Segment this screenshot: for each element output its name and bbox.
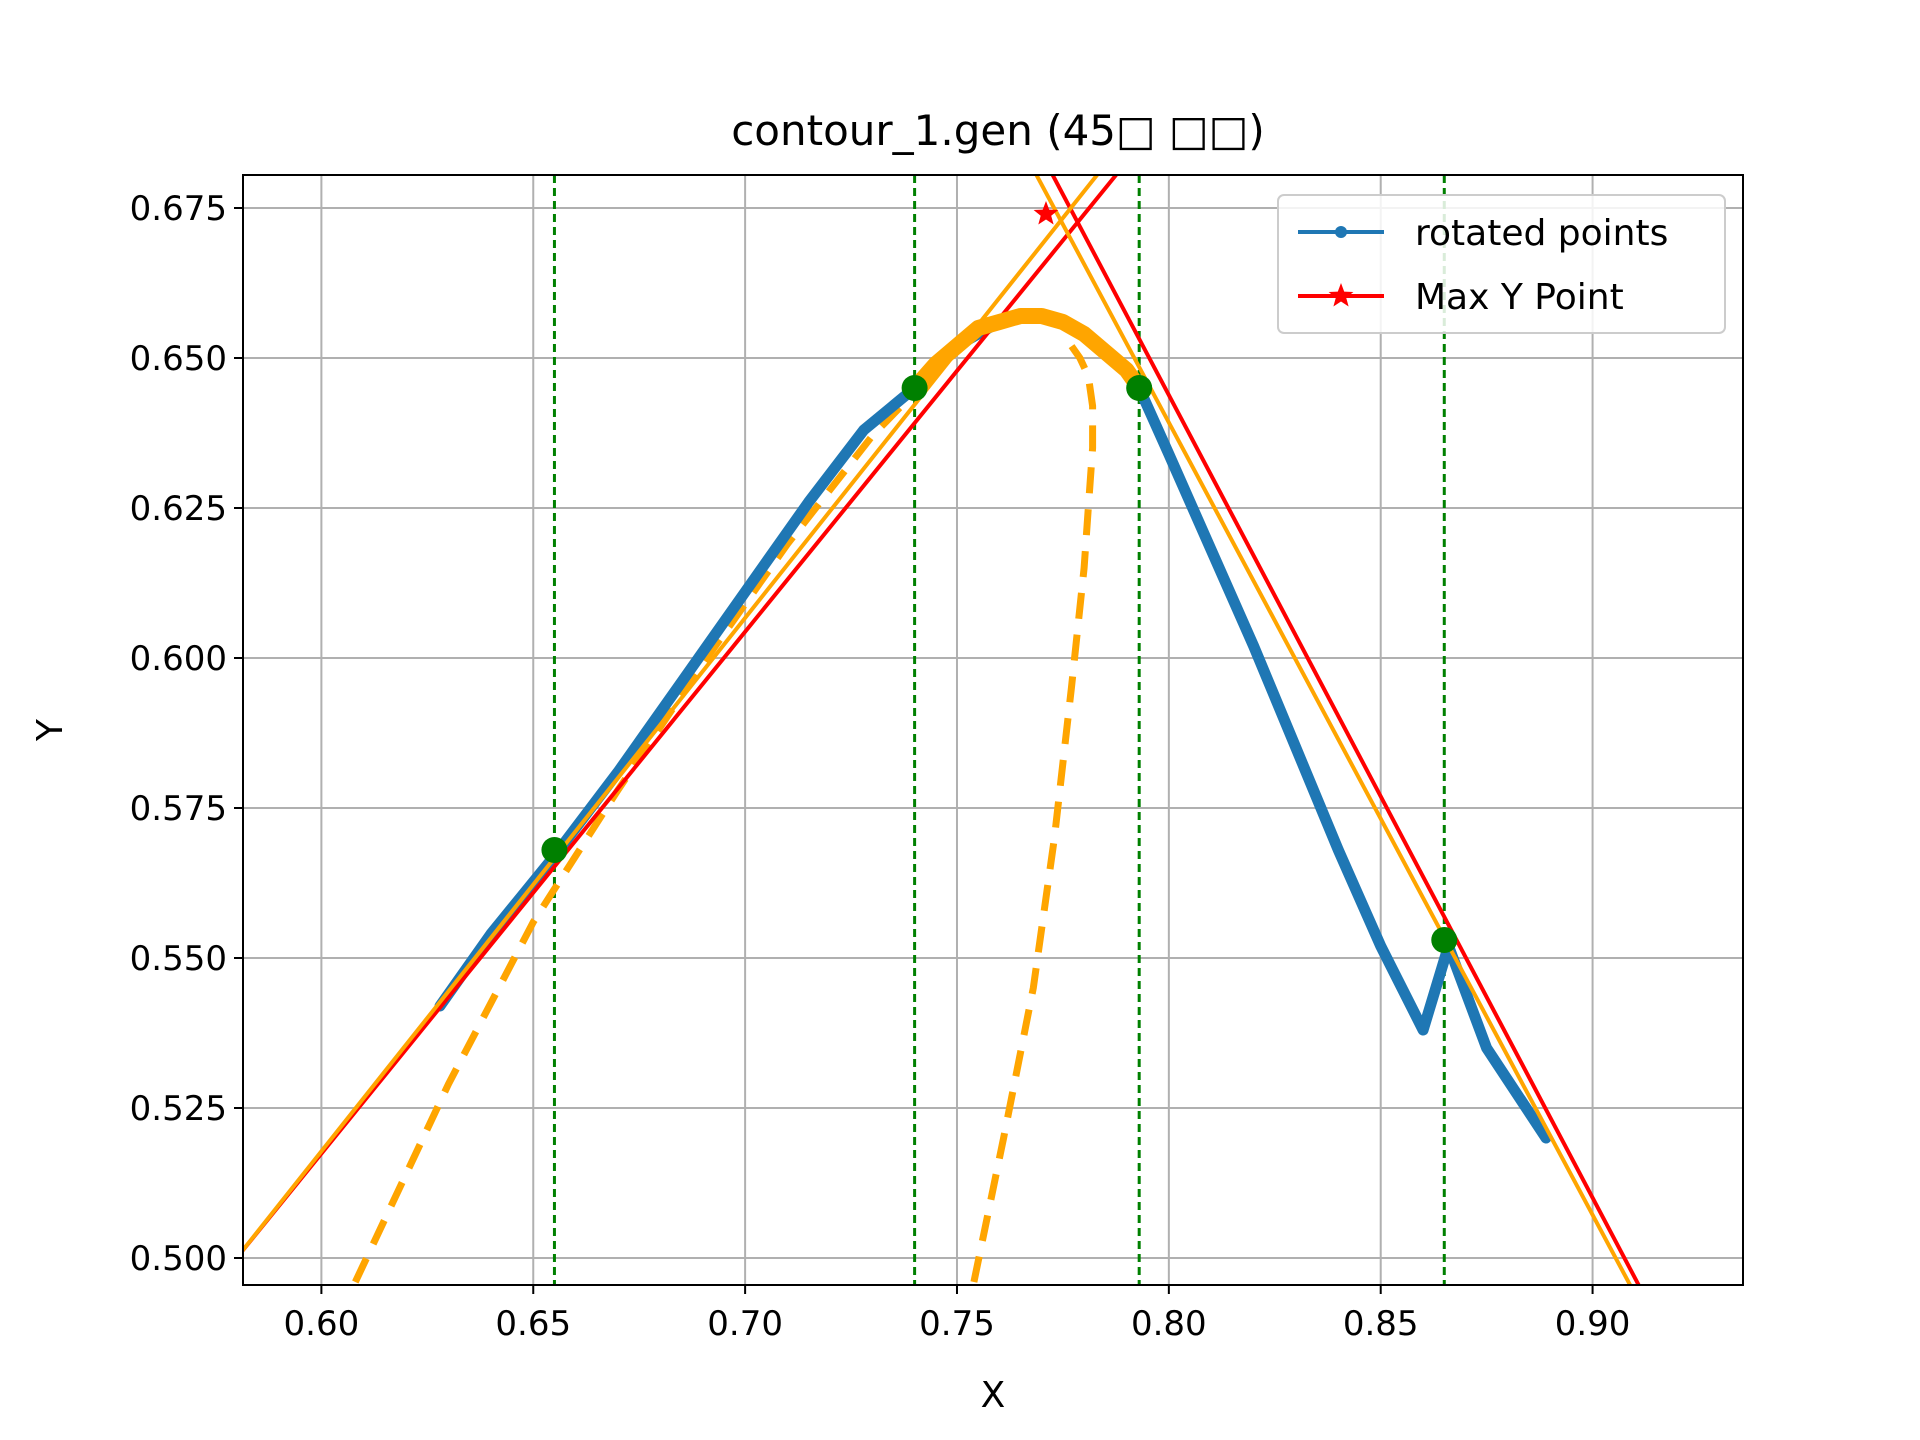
plot-frame bbox=[242, 174, 1744, 1286]
green-point-marker bbox=[901, 375, 928, 401]
y-tick-label: 0.600 bbox=[130, 639, 227, 679]
x-tick-label: 0.90 bbox=[1555, 1304, 1631, 1344]
legend-marker-dot bbox=[1335, 226, 1347, 238]
axis-ticks: 0.60 0.65 0.70 0.75 0.80 0.85 0.90 0.500 0.525 0.… bbox=[130, 189, 1631, 1344]
tangent-line-series bbox=[1050, 175, 1641, 1285]
series bbox=[243, 175, 1641, 1285]
fitted-arc-series bbox=[906, 308, 1148, 396]
legend-label-rotated-points: rotated points bbox=[1415, 213, 1668, 254]
tangent-line-series bbox=[243, 175, 1100, 1254]
y-tick-label: 0.525 bbox=[130, 1089, 227, 1129]
legend-box bbox=[1277, 194, 1726, 334]
green-point-marker bbox=[1126, 375, 1153, 401]
chart-title: contour_1.gen (45□ □□) bbox=[731, 106, 1265, 155]
green-point-marker bbox=[541, 837, 568, 863]
x-tick-label: 0.65 bbox=[495, 1304, 571, 1344]
legend-label-max-y-point: Max Y Point bbox=[1415, 277, 1624, 318]
x-tick-label: 0.85 bbox=[1343, 1304, 1419, 1344]
dashed-fit-curve bbox=[970, 337, 1097, 1283]
max-y-point-marker bbox=[1033, 201, 1059, 225]
plot-content bbox=[243, 175, 1641, 1285]
x-axis-label: X bbox=[981, 1375, 1006, 1416]
vertical-guides bbox=[552, 175, 1446, 1285]
markers bbox=[541, 201, 1458, 953]
x-tick-label: 0.60 bbox=[284, 1304, 360, 1344]
y-tick-label: 0.625 bbox=[130, 489, 227, 529]
legend: rotated points Max Y Point bbox=[1277, 194, 1726, 334]
y-tick-label: 0.575 bbox=[130, 789, 227, 829]
tangent-line-series bbox=[1034, 175, 1633, 1285]
green-point-marker bbox=[1431, 927, 1458, 953]
plot-area bbox=[243, 175, 1743, 1285]
x-tick-label: 0.70 bbox=[707, 1304, 783, 1344]
legend-entry-rotated-points: rotated points bbox=[1298, 213, 1668, 254]
y-axis-label: Y bbox=[30, 718, 71, 742]
x-tick-label: 0.75 bbox=[919, 1304, 995, 1344]
y-tick-label: 0.650 bbox=[130, 339, 227, 379]
y-tick-label: 0.675 bbox=[130, 189, 227, 229]
y-tick-label: 0.550 bbox=[130, 939, 227, 979]
grid bbox=[243, 175, 1743, 1285]
legend-marker-star bbox=[1328, 283, 1354, 307]
x-tick-label: 0.80 bbox=[1131, 1304, 1207, 1344]
y-tick-label: 0.500 bbox=[130, 1239, 227, 1279]
legend-entry-max-y-point: Max Y Point bbox=[1298, 277, 1624, 318]
